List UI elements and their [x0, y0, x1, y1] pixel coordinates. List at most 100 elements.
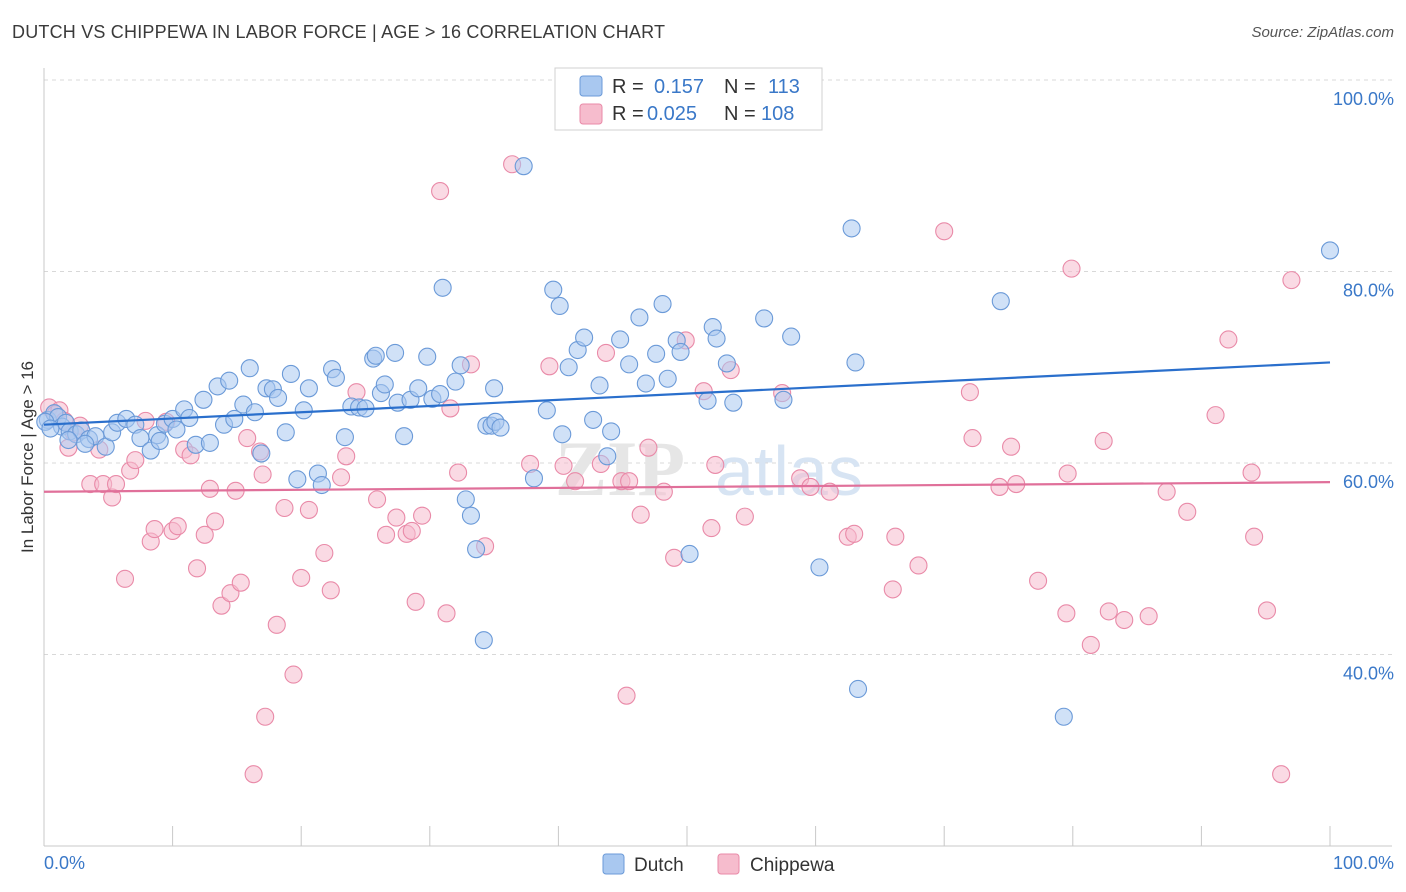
dutch-point-105	[810, 558, 829, 577]
legend-r-value-chippewa: 0.025	[647, 103, 697, 125]
chippewa-point-30	[231, 573, 250, 592]
dutch-point-74	[514, 157, 533, 176]
dutch-point-99	[707, 329, 726, 348]
dutch-point-107	[846, 353, 865, 372]
dutch-point-91	[647, 344, 666, 363]
dutch-point-67	[467, 540, 486, 559]
chippewa-point-100	[1115, 610, 1134, 630]
dutch-point-90	[636, 374, 655, 393]
dutch-point-92	[653, 295, 672, 314]
chippewa-point-111	[253, 465, 272, 484]
chippewa-point-89	[963, 429, 982, 448]
chippewa-point-24	[195, 525, 214, 544]
dutch-point-116	[150, 431, 169, 451]
dutch-point-79	[553, 425, 572, 444]
chippewa-point-110	[1282, 271, 1301, 290]
bottom-legend-chippewa: Chippewa	[750, 855, 835, 876]
chippewa-point-62	[566, 472, 585, 491]
dutch-point-41	[299, 379, 318, 398]
chippewa-point-108	[1257, 601, 1277, 620]
series-legend: Dutch Chippewa	[602, 853, 835, 876]
dutch-point-56	[395, 427, 414, 446]
chippewa-trend-line	[43, 481, 1331, 493]
legend-n-value-chippewa: 108	[761, 103, 794, 125]
legend-n-label-chippewa: N =	[724, 103, 756, 125]
chippewa-point-86	[909, 556, 928, 575]
y-tick-label-80: 80.0%	[1343, 281, 1394, 301]
y-tick-labels: 40.0% 60.0% 80.0% 100.0%	[1333, 89, 1394, 684]
dutch-point-66	[461, 506, 481, 525]
chippewa-point-94	[1057, 604, 1076, 623]
bottom-legend-swatch-chippewa	[717, 853, 740, 875]
dutch-point-28	[220, 371, 239, 390]
chippewa-point-55	[449, 463, 468, 482]
legend-swatch-dutch	[579, 75, 603, 97]
dutch-point-82	[575, 328, 594, 347]
chippewa-point-54	[441, 399, 460, 418]
legend-swatch-chippewa	[579, 103, 603, 125]
chippewa-point-36	[275, 498, 294, 518]
dutch-point-109	[991, 292, 1010, 311]
dutch-point-62	[433, 278, 452, 297]
chippewa-point-41	[321, 581, 340, 600]
chippewa-point-83	[845, 524, 864, 543]
chippewa-point-67	[620, 472, 639, 491]
dutch-trend-line	[43, 361, 1331, 426]
dutch-point-86	[602, 422, 621, 441]
chippewa-point-49	[402, 521, 421, 541]
dutch-point-103	[774, 390, 793, 409]
dutch-point-31	[240, 359, 259, 378]
dutch-point-102	[755, 309, 774, 328]
dutch-point-115	[76, 434, 95, 453]
chippewa-point-77	[735, 507, 754, 526]
chippewa-point-46	[377, 525, 396, 544]
y-tick-label-40: 40.0%	[1343, 664, 1394, 684]
dutch-point-53	[375, 375, 394, 394]
dutch-point-63	[446, 372, 465, 391]
chippewa-point-91	[1002, 437, 1021, 456]
chippewa-point-20	[168, 517, 187, 536]
chippewa-point-34	[256, 707, 275, 726]
chippewa-point-74	[702, 519, 721, 538]
dutch-point-114	[59, 430, 78, 450]
y-tick-label-60: 60.0%	[1343, 472, 1394, 492]
dutch-point-95	[671, 342, 690, 361]
dutch-point-40	[294, 401, 313, 420]
dutch-point-32	[245, 403, 264, 422]
chippewa-point-97	[1081, 635, 1100, 654]
chippewa-point-69	[639, 438, 658, 457]
dutch-point-101	[724, 393, 743, 412]
dutch-point-38	[281, 364, 300, 384]
x-tick-label-100: 100.0%	[1333, 853, 1394, 873]
chippewa-point-75	[706, 455, 725, 474]
chippewa-point-27	[212, 596, 231, 615]
chippewa-point-93	[1029, 571, 1048, 590]
chippewa-point-45	[368, 490, 387, 509]
chippewa-point-102	[1157, 482, 1176, 501]
chippewa-point-35	[267, 615, 286, 634]
y-tick-label-100: 100.0%	[1333, 89, 1394, 109]
dutch-point-100	[717, 354, 736, 373]
dutch-point-46	[335, 428, 354, 447]
legend-n-label-dutch: N =	[724, 76, 756, 98]
dutch-point-51	[366, 346, 385, 365]
chippewa-point-107	[1245, 527, 1264, 546]
dutch-point-59	[418, 347, 437, 366]
chippewa-point-103	[1178, 502, 1197, 521]
chart-title: DUTCH VS CHIPPEWA IN LABOR FORCE | AGE >…	[12, 22, 666, 42]
legend-r-label-dutch: R =	[612, 76, 644, 98]
chippewa-point-37	[284, 665, 303, 684]
dutch-point-110	[1054, 707, 1073, 726]
chippewa-point-40	[315, 543, 334, 563]
dutch-point-37	[276, 423, 295, 442]
chippewa-point-87	[935, 222, 954, 241]
chippewa-point-90	[990, 477, 1009, 496]
chippewa-point-66	[617, 686, 636, 705]
chippewa-point-70	[654, 482, 673, 501]
chippewa-point-32	[244, 765, 263, 784]
chippewa-point-81	[820, 482, 839, 501]
chippewa-point-84	[883, 580, 902, 599]
chippewa-point-109	[1272, 765, 1291, 784]
chippewa-point-51	[413, 506, 432, 525]
dutch-point-24	[194, 390, 213, 409]
